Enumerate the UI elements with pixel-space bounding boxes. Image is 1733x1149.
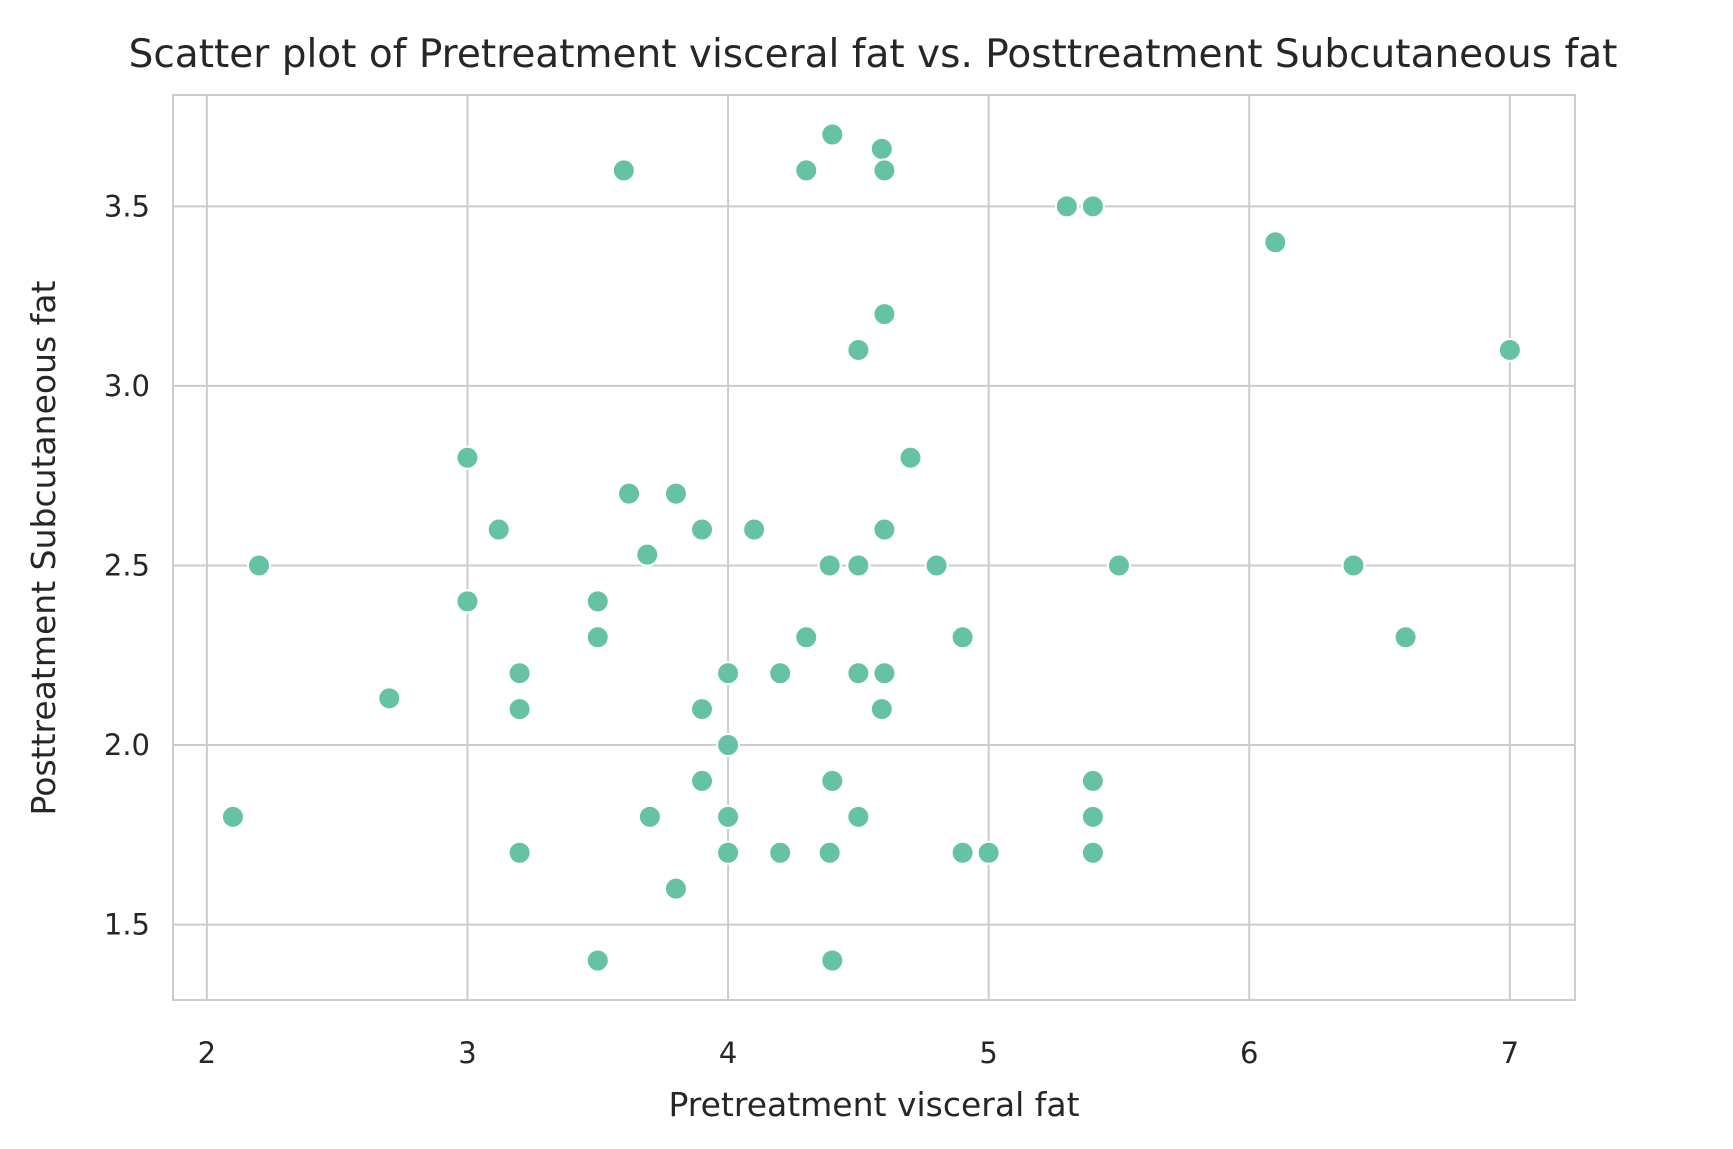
- y-tick-labels: 1.5 2.0 2.5 3.0 3.5: [104, 189, 150, 941]
- data-point: [768, 661, 793, 686]
- y-axis-label: Posttreatment Subcutaneous fat: [24, 280, 63, 815]
- data-point: [794, 625, 819, 650]
- data-point: [820, 768, 845, 793]
- data-point: [1106, 553, 1131, 578]
- data-point: [635, 542, 660, 567]
- data-point: [846, 661, 871, 686]
- data-point: [690, 697, 715, 722]
- data-point: [690, 768, 715, 793]
- grid-lines: [173, 95, 1575, 1000]
- x-tick-labels: 2 3 4 5 6 7: [198, 1036, 1519, 1070]
- data-point: [1080, 768, 1105, 793]
- data-point: [1080, 194, 1105, 219]
- data-point: [611, 158, 636, 183]
- data-point: [846, 553, 871, 578]
- x-tick-label: 6: [1240, 1036, 1258, 1070]
- data-point: [1080, 840, 1105, 865]
- data-point: [663, 876, 688, 901]
- data-point: [455, 445, 480, 470]
- x-tick-label: 3: [458, 1036, 476, 1070]
- data-points: [220, 122, 1522, 973]
- data-point: [455, 589, 480, 614]
- data-point: [820, 122, 845, 147]
- data-point: [663, 481, 688, 506]
- data-point: [742, 517, 767, 542]
- data-point: [507, 697, 532, 722]
- data-point: [1054, 194, 1079, 219]
- data-point: [924, 553, 949, 578]
- data-point: [872, 302, 897, 327]
- data-point: [1263, 230, 1288, 255]
- data-point: [716, 661, 741, 686]
- plot-frame: [172, 94, 1576, 1001]
- data-point: [869, 136, 894, 161]
- data-point: [716, 840, 741, 865]
- data-point: [869, 697, 894, 722]
- data-point: [817, 840, 842, 865]
- data-point: [617, 481, 642, 506]
- data-point: [716, 733, 741, 758]
- data-point: [1393, 625, 1418, 650]
- data-point: [898, 445, 923, 470]
- y-tick-label: 3.0: [104, 369, 150, 403]
- y-tick-label: 3.5: [104, 189, 150, 223]
- x-tick-label: 7: [1501, 1036, 1519, 1070]
- chart-title: Scatter plot of Pretreatment visceral fa…: [129, 32, 1618, 77]
- data-point: [690, 517, 715, 542]
- data-point: [950, 625, 975, 650]
- data-point: [1497, 337, 1522, 362]
- x-tick-label: 2: [198, 1036, 216, 1070]
- data-point: [976, 840, 1001, 865]
- data-point: [872, 517, 897, 542]
- x-axis-label: Pretreatment visceral fat: [668, 1085, 1079, 1124]
- data-point: [1341, 553, 1366, 578]
- data-point: [817, 553, 842, 578]
- data-point: [768, 840, 793, 865]
- data-point: [820, 948, 845, 973]
- data-point: [846, 337, 871, 362]
- data-point: [507, 661, 532, 686]
- data-point: [846, 804, 871, 829]
- y-tick-label: 2.0: [104, 728, 150, 762]
- data-point: [872, 158, 897, 183]
- data-point: [246, 553, 271, 578]
- data-point: [507, 840, 532, 865]
- data-point: [794, 158, 819, 183]
- data-point: [585, 589, 610, 614]
- data-point: [220, 804, 245, 829]
- data-point: [637, 804, 662, 829]
- y-tick-label: 2.5: [104, 548, 150, 582]
- data-point: [377, 686, 402, 711]
- data-point: [1080, 804, 1105, 829]
- data-point: [486, 517, 511, 542]
- data-point: [872, 661, 897, 686]
- data-point: [585, 948, 610, 973]
- x-tick-label: 5: [979, 1036, 997, 1070]
- y-tick-label: 1.5: [104, 908, 150, 942]
- data-point: [585, 625, 610, 650]
- data-point: [950, 840, 975, 865]
- data-point: [716, 804, 741, 829]
- x-tick-label: 4: [719, 1036, 737, 1070]
